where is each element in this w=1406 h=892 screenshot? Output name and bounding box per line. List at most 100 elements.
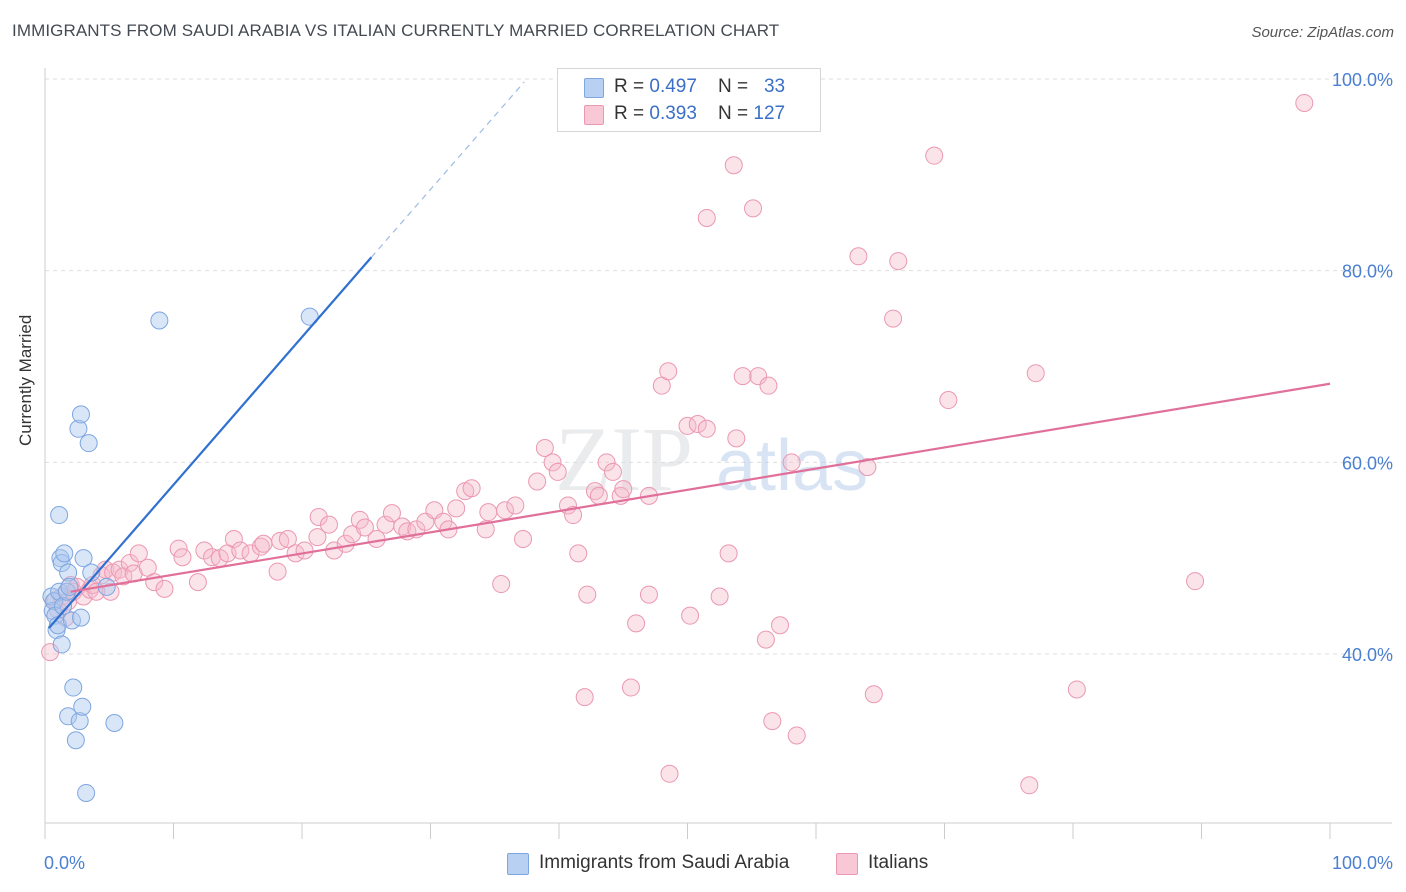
trend-line-italians: [70, 382, 1331, 593]
point-italians: [614, 480, 633, 499]
point-saudi: [300, 307, 319, 326]
point-saudi: [50, 506, 69, 525]
point-italians: [564, 506, 583, 525]
point-italians: [660, 764, 679, 783]
legend-n-label: N =: [718, 103, 754, 124]
point-saudi: [44, 592, 63, 611]
point-italians: [462, 479, 481, 498]
point-italians: [492, 575, 511, 594]
point-italians: [188, 573, 207, 592]
legend-r-label: R =: [614, 103, 650, 124]
watermark-atlas: atlas: [716, 426, 868, 506]
point-italians: [787, 726, 806, 745]
point-saudi: [105, 714, 124, 732]
point-italians: [308, 528, 327, 547]
point-saudi: [60, 577, 79, 596]
y-tick-label: 80.0%: [1342, 262, 1393, 282]
legend-swatch-saudi: [584, 78, 604, 98]
bottom-legend: Immigrants from Saudi Arabia Italians: [0, 852, 1406, 878]
point-italians: [659, 362, 678, 381]
bottom-legend-label-italians: Italians: [868, 852, 929, 873]
axes: [44, 68, 1392, 839]
point-italians: [295, 541, 314, 560]
point-saudi: [43, 601, 62, 620]
point-italians: [639, 585, 658, 604]
point-italians: [603, 462, 622, 481]
y-tick-label: 60.0%: [1342, 453, 1393, 473]
point-italians: [925, 146, 944, 165]
point-saudi: [59, 563, 78, 582]
trend-line-saudi: [48, 256, 373, 629]
point-italians: [278, 530, 297, 548]
tick-labels: 40.0% 60.0% 80.0% 100.0% 0.0% 100.0%: [44, 70, 1393, 873]
point-italians: [382, 504, 401, 523]
point-italians: [393, 517, 412, 536]
point-italians: [129, 544, 148, 563]
point-saudi: [53, 597, 72, 616]
point-saudi: [71, 608, 90, 627]
point-italians: [271, 531, 290, 550]
point-italians: [203, 548, 222, 567]
point-italians: [1020, 776, 1039, 795]
x-tick-label: 0.0%: [44, 853, 85, 873]
point-italians: [496, 501, 515, 520]
point-italians: [224, 530, 243, 548]
point-italians: [688, 415, 707, 433]
point-italians: [319, 515, 338, 534]
point-saudi: [64, 678, 83, 697]
point-saudi: [59, 707, 78, 726]
point-italians: [231, 541, 250, 560]
point-italians: [858, 458, 877, 477]
point-italians: [506, 496, 525, 515]
point-italians: [254, 534, 273, 553]
source-label: Source: ZipAtlas.com: [1251, 24, 1394, 41]
point-saudi: [66, 731, 85, 750]
point-saudi: [69, 419, 88, 438]
point-italians: [744, 199, 763, 218]
point-italians: [589, 486, 608, 505]
point-italians: [447, 499, 466, 518]
legend-r-value-italians: 0.393: [649, 103, 697, 124]
point-italians: [173, 548, 192, 567]
point-italians: [195, 541, 214, 560]
legend-n-value-saudi: 33: [763, 76, 786, 97]
point-italians: [476, 520, 495, 539]
chart-title: IMMIGRANTS FROM SAUDI ARABIA VS ITALIAN …: [12, 21, 780, 40]
point-italians: [759, 376, 778, 395]
legend-r-value-saudi: 0.497: [649, 76, 697, 97]
point-saudi: [79, 434, 98, 453]
point-italians: [543, 453, 562, 472]
point-saudi: [70, 712, 89, 731]
point-italians: [733, 367, 752, 386]
legend-swatch-italians: [584, 105, 604, 125]
point-saudi: [55, 544, 74, 563]
point-saudi: [73, 697, 92, 716]
point-italians: [120, 553, 139, 572]
point-italians: [864, 685, 883, 704]
point-saudi: [71, 405, 90, 424]
point-italians: [1026, 364, 1045, 383]
point-italians: [756, 630, 775, 649]
stats-legend: R = 0.497 N = 33 R = 0.393 N = 127: [557, 68, 821, 132]
bottom-legend-swatch-saudi: [507, 853, 529, 875]
legend-n-value-italians: 127: [753, 103, 786, 124]
point-italians: [727, 429, 746, 448]
point-italians: [939, 391, 958, 410]
y-tick-label: 40.0%: [1342, 645, 1393, 665]
point-saudi: [150, 311, 169, 330]
bottom-legend-label-saudi: Immigrants from Saudi Arabia: [539, 852, 790, 873]
point-italians: [575, 688, 594, 707]
point-italians: [268, 562, 287, 581]
point-italians: [535, 438, 554, 457]
point-saudi: [74, 549, 93, 568]
point-saudi: [50, 582, 69, 601]
point-saudi: [82, 563, 101, 582]
point-italians: [763, 712, 782, 731]
point-italians: [309, 507, 328, 526]
point-italians: [884, 309, 903, 328]
point-italians: [697, 419, 716, 438]
point-italians: [697, 208, 716, 227]
bottom-legend-swatch-italians: [836, 853, 858, 875]
point-italians: [569, 544, 588, 563]
